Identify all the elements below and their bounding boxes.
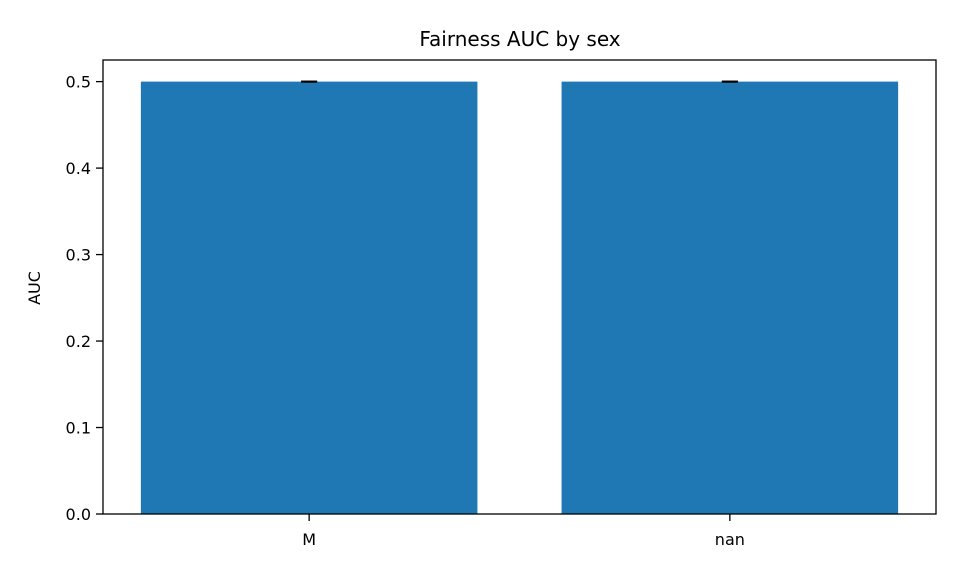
y-tick-label: 0.0	[66, 505, 91, 524]
bar-M	[140, 81, 478, 514]
x-tick-label: nan	[715, 530, 745, 549]
x-tick-label: M	[302, 530, 316, 549]
y-tick-label: 0.5	[66, 73, 91, 92]
y-tick-label: 0.1	[66, 419, 91, 438]
chart-title: Fairness AUC by sex	[419, 27, 620, 51]
y-tick-label: 0.2	[66, 332, 91, 351]
bars-layer	[140, 81, 899, 514]
plot-frame	[102, 59, 937, 515]
y-tick-label: 0.3	[66, 246, 91, 265]
bar-nan	[561, 81, 899, 514]
y-axis-title: AUC	[25, 271, 44, 305]
y-axis: 0.0 0.1 0.2 0.3 0.4 0.5	[66, 73, 103, 524]
y-tick-label: 0.4	[66, 159, 91, 178]
